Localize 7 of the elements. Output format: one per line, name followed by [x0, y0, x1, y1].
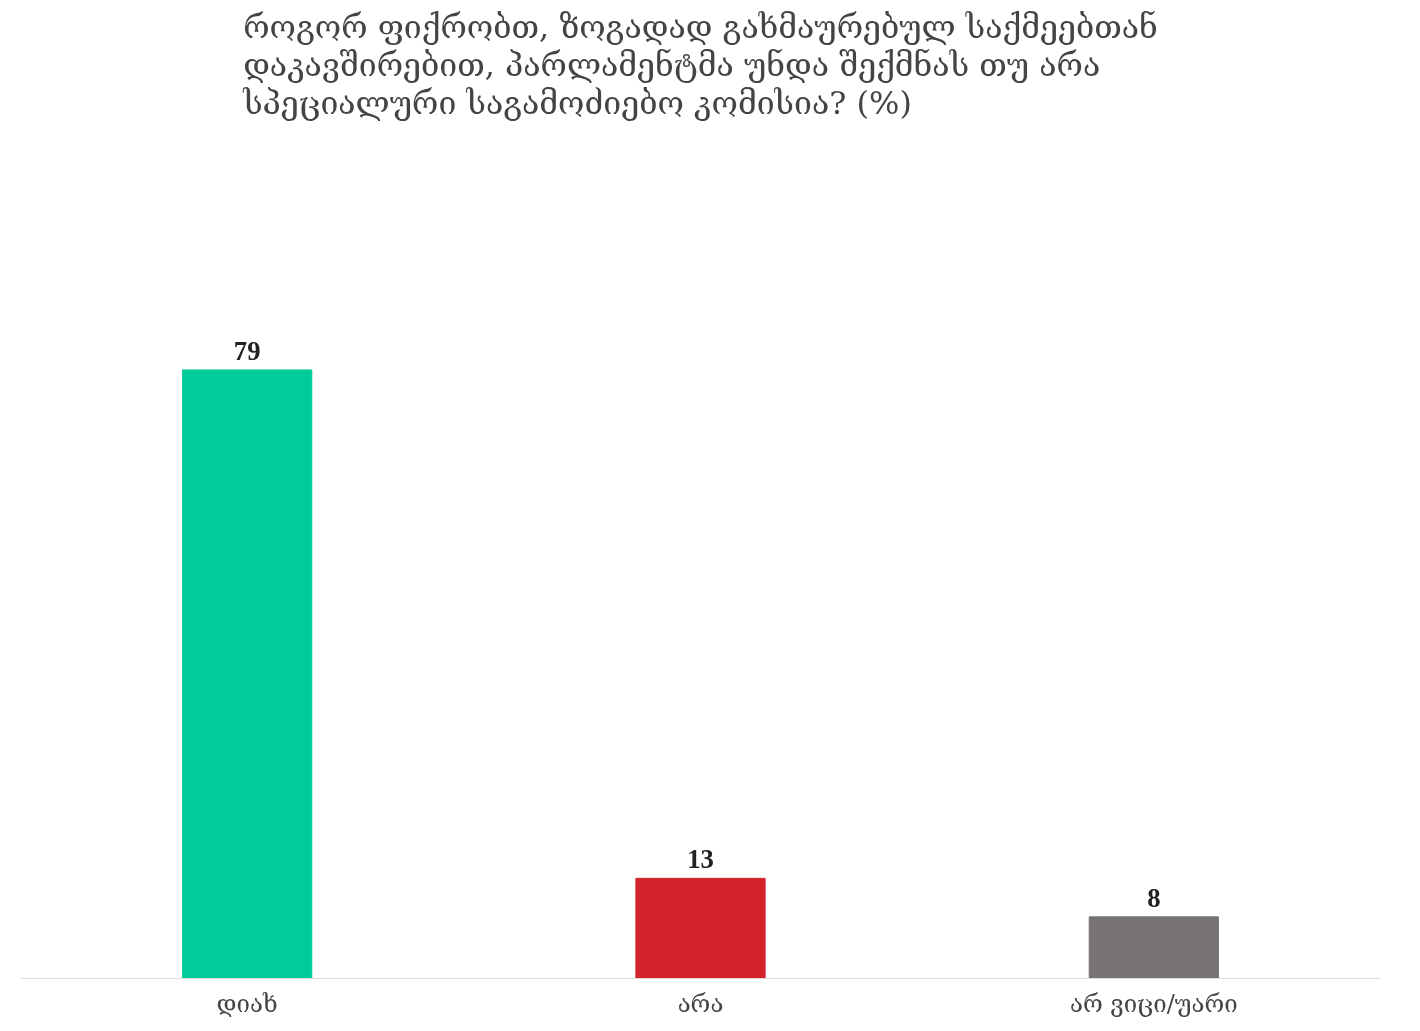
data-label: 79: [233, 335, 261, 366]
x-tick-label: არა: [677, 989, 724, 1018]
x-tick-label: არ ვიცი/უარი: [1069, 989, 1238, 1018]
chart-title: როგორ ფიქრობთ, ზოგადად გახმაურებულ საქმეებთან დაკავშირებით, პარლამენტმა უნდა შექმნას თუ არა სპეციალური საგამოძიებო კომისია? (%): [242, 7, 1158, 122]
data-label: 13: [687, 844, 714, 875]
x-tick-label: დიახ: [216, 989, 278, 1018]
data-label: 8: [1147, 882, 1161, 913]
